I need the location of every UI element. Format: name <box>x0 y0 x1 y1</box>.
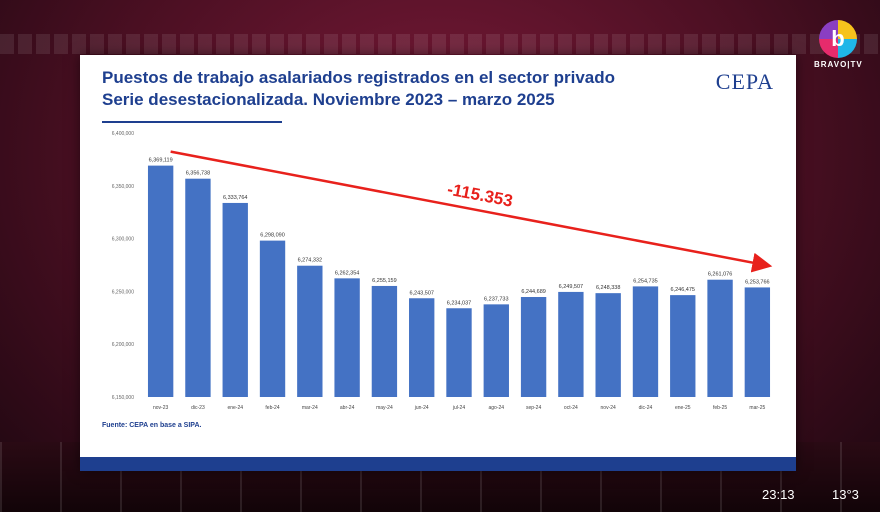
bar-value-label: 6,356,738 <box>186 171 210 177</box>
source-note: Fuente: CEPA en base a SIPA. <box>102 422 202 429</box>
bar <box>259 240 286 397</box>
bar-chart: 6,400,000 6,350,000 6,300,000 6,250,000 6,20… <box>112 131 773 411</box>
bar <box>595 293 621 397</box>
slide-title: Puestos de trabajo asalariados registrad… <box>102 67 662 111</box>
brand-pattern-top <box>0 34 880 54</box>
bar <box>446 308 472 397</box>
bar-value-label: 6,244,689 <box>521 289 545 295</box>
bar <box>744 287 771 397</box>
bar <box>409 298 435 397</box>
bar-value-label: 6,246,475 <box>671 287 695 293</box>
bar <box>222 202 248 397</box>
x-tick-label: nov-23 <box>153 405 169 411</box>
bar-value-label: 6,237,733 <box>484 296 508 302</box>
bar-value-label: 6,255,159 <box>372 278 396 284</box>
bar <box>707 279 733 397</box>
y-tick-label: 6,150,000 <box>112 395 134 401</box>
channel-name: BRAVO|TV <box>814 60 863 69</box>
y-tick-label: 6,200,000 <box>112 342 134 348</box>
bar-value-label: 6,243,507 <box>409 290 433 296</box>
y-tick-label: 6,350,000 <box>112 184 134 190</box>
x-tick-label: abr-24 <box>340 405 355 411</box>
slide-card: Puestos de trabajo asalariados registrad… <box>80 55 796 471</box>
x-tick-label: dic-24 <box>639 405 653 411</box>
x-tick-label: ene-25 <box>675 405 691 411</box>
bar-value-label: 6,248,338 <box>596 285 620 291</box>
broadcast-temperature: 13°3 <box>832 487 859 502</box>
title-line-2: Serie desestacionalizada. Noviembre 2023… <box>102 90 555 109</box>
x-tick-label: mar-25 <box>749 405 765 411</box>
bar <box>185 178 211 397</box>
x-tick-label: jun-24 <box>414 405 429 411</box>
y-tick-label: 6,250,000 <box>112 289 134 295</box>
bar-value-label: 6,254,735 <box>633 278 657 284</box>
bar-value-label: 6,262,354 <box>335 270 359 276</box>
x-tick-label: sep-24 <box>526 405 542 411</box>
bar-value-label: 6,333,764 <box>223 195 247 201</box>
channel-logo-icon: b <box>819 20 857 58</box>
decline-arrow <box>170 150 773 273</box>
channel-bug: b BRAVO|TV <box>814 20 862 69</box>
bar <box>632 286 659 397</box>
bar-value-label: 6,261,076 <box>708 272 732 278</box>
title-underline <box>102 121 282 123</box>
x-tick-label: feb-24 <box>265 405 279 411</box>
x-tick-label: dic-23 <box>191 405 205 411</box>
x-tick-label: nov-24 <box>601 405 617 411</box>
bar <box>670 295 696 397</box>
bar <box>483 304 509 397</box>
cepa-logo: CEPA <box>715 69 774 94</box>
bar-value-label: 6,234,037 <box>447 300 471 306</box>
title-line-1: Puestos de trabajo asalariados registrad… <box>102 68 616 87</box>
bar <box>371 285 398 397</box>
bar-value-label: 6,253,766 <box>745 279 769 285</box>
x-tick-label: feb-25 <box>713 405 727 411</box>
bar <box>297 265 323 397</box>
x-tick-label: jul-24 <box>452 405 465 411</box>
bar-value-label: 6,249,507 <box>559 284 583 290</box>
x-tick-label: mar-24 <box>302 405 318 411</box>
bar <box>334 278 360 397</box>
x-tick-label: oct-24 <box>564 405 578 411</box>
bar <box>558 291 584 397</box>
bar <box>147 165 174 397</box>
bar <box>520 297 547 397</box>
y-tick-label: 6,300,000 <box>112 237 134 243</box>
x-tick-label: may-24 <box>376 405 393 411</box>
bar-value-label: 6,298,090 <box>260 233 284 239</box>
x-tick-label: ene-24 <box>227 405 243 411</box>
broadcast-clock: 23:13 <box>762 487 795 502</box>
bar-value-label: 6,274,332 <box>298 258 322 264</box>
x-tick-label: ago-24 <box>489 405 505 411</box>
y-tick-label: 6,400,000 <box>112 131 134 137</box>
bar-value-label: 6,369,119 <box>149 158 173 164</box>
